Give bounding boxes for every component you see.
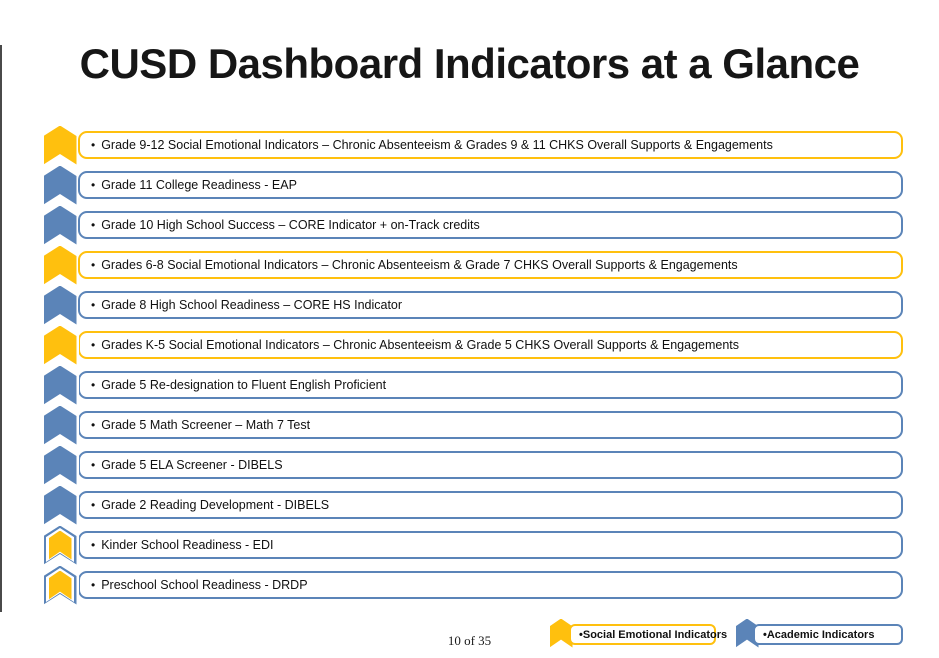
indicator-box: • Grade 5 Re-designation to Fluent Engli… [78,371,903,399]
chevron-arrow-icon-academic [41,283,79,327]
bullet-glyph: • [91,578,96,592]
indicator-label: Grade 5 Math Screener – Math 7 Test [101,418,311,432]
bullet-glyph: • [91,338,96,352]
legend-text: •Social Emotional Indicators [579,628,728,641]
chevron-arrow-icon-social-emotional [41,243,79,287]
indicator-label: Kinder School Readiness - EDI [101,538,274,552]
bullet-glyph: • [91,178,96,192]
indicator-box: • Grade 2 Reading Development - DIBELS [78,491,903,519]
bullet-glyph: • [91,498,96,512]
chevron-arrow-icon-academic [41,163,79,207]
indicator-label: Grade 5 ELA Screener - DIBELS [101,458,283,472]
indicator-box: • Grade 5 ELA Screener - DIBELS [78,451,903,479]
bullet-glyph: • [91,458,96,472]
indicator-label: Grade 8 High School Readiness – CORE HS … [101,298,403,312]
chevron-arrow-icon-both [41,523,79,567]
legend-social-emotional-label: •Social Emotional Indicators [569,624,727,645]
bullet-glyph: • [91,138,96,152]
chevron-arrow-icon-social-emotional [41,123,79,167]
indicator-label: Grade 9-12 Social Emotional Indicators –… [101,138,773,152]
indicator-box: • Preschool School Readiness - DRDP [78,571,903,599]
chevron-arrow-icon-academic [41,363,79,407]
chevron-arrow-icon-academic [41,203,79,247]
indicator-box: • Kinder School Readiness - EDI [78,531,903,559]
page-title: CUSD Dashboard Indicators at a Glance [79,40,860,88]
indicator-box: • Grade 9-12 Social Emotional Indicators… [78,131,903,159]
bullet-glyph: • [91,218,96,232]
indicator-label: Grade 11 College Readiness - EAP [101,178,297,192]
bullet-glyph: • [91,418,96,432]
chevron-arrow-icon-both [41,563,79,607]
indicator-box: • Grades 6-8 Social Emotional Indicators… [78,251,903,279]
indicator-label: Grade 5 Re-designation to Fluent English… [101,378,387,392]
legend-academic-label: •Academic Indicators [753,624,903,645]
chevron-arrow-icon-academic [41,483,79,527]
indicator-label: Grades K-5 Social Emotional Indicators –… [101,338,740,352]
indicator-label: Grade 2 Reading Development - DIBELS [101,498,330,512]
indicator-box: • Grade 11 College Readiness - EAP [78,171,903,199]
bullet-glyph: • [91,258,96,272]
chevron-arrow-icon-social-emotional [41,323,79,367]
indicator-box: • Grade 10 High School Success – CORE In… [78,211,903,239]
bullet-glyph: • [91,378,96,392]
chevron-arrow-icon-academic [41,443,79,487]
bullet-glyph: • [91,298,96,312]
slide-edge-line [0,45,2,612]
indicator-box: • Grade 5 Math Screener – Math 7 Test [78,411,903,439]
chevron-arrow-icon-academic [41,403,79,447]
indicator-label: Preschool School Readiness - DRDP [101,578,308,592]
page-number: 10 of 35 [447,633,492,648]
legend-text: •Academic Indicators [763,628,875,641]
indicator-box: • Grade 8 High School Readiness – CORE H… [78,291,903,319]
indicator-label: Grades 6-8 Social Emotional Indicators –… [101,258,738,272]
bullet-glyph: • [91,538,96,552]
indicator-label: Grade 10 High School Success – CORE Indi… [101,218,480,232]
indicator-box: • Grades K-5 Social Emotional Indicators… [78,331,903,359]
